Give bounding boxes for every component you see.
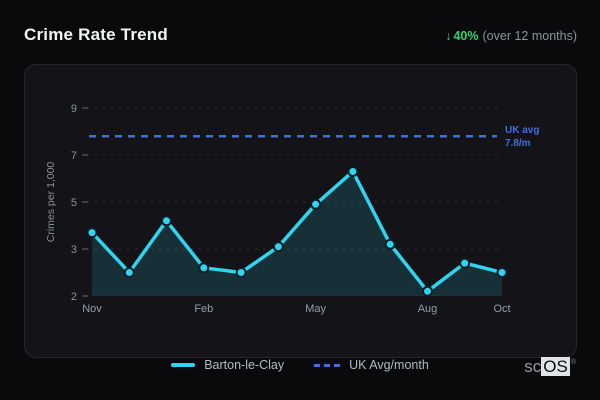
data-point-Apr [272,241,284,253]
page-title: Crime Rate Trend [24,25,168,44]
y-tick-label: 7 [71,150,77,162]
uk-avg-annotation-line2: 7.8/m [505,138,531,149]
data-point-Mar [235,267,247,278]
chart-legend: Barton-le-Clay UK Avg/month [0,358,600,372]
scos-logo: sc OS ® [524,357,576,380]
data-point-Aug [422,285,433,297]
data-point-Sep [459,257,471,269]
data-point-Dec [123,267,135,278]
data-point-Jan [161,215,172,227]
x-tick-label-May: May [305,303,326,315]
registered-mark-icon: ® [570,359,576,366]
y-tick-label: 2 [71,291,77,303]
y-tick-label: 9 [71,103,77,115]
y-axis-label: Crimes per 1,000 [45,162,57,243]
legend-dashed-line-swatch-icon [314,363,341,367]
legend-label-uk-avg: UK Avg/month [349,358,429,372]
data-point-May [310,198,322,210]
x-tick-label-Nov: Nov [82,303,102,315]
logo-suffix: OS [541,357,570,376]
legend-item-uk-avg[interactable]: UK Avg/month [314,358,429,372]
trend-down-icon: ↓ [445,29,452,43]
x-tick-label-Oct: Oct [493,303,510,315]
trend-percent: 40% [453,29,479,43]
y-tick-label: 3 [71,244,77,256]
data-point-Jun [347,166,359,177]
data-point-Nov [86,227,98,239]
uk-avg-annotation-line1: UK avg [505,125,539,136]
legend-label-barton-le-clay: Barton-le-Clay [204,358,285,372]
legend-solid-line-swatch-icon [171,363,196,367]
series-area-fill [92,171,502,296]
data-point-Oct [496,267,508,278]
trend-caption: (over 12 months) [482,29,577,43]
logo-prefix: sc [524,357,542,376]
data-point-Jul [384,238,396,250]
legend-item-barton-le-clay[interactable]: Barton-le-Clay [171,358,284,372]
crime-trend-chart: 9 7 5 3 2 Crimes per 1,000 UK avg 7.8/m Nov Feb Ma… [45,103,539,315]
x-tick-label-Feb: Feb [194,303,213,315]
x-tick-label-Aug: Aug [418,303,438,315]
trend-indicator: ↓ 40% (over 12 months) [445,29,577,43]
data-point-Feb [198,262,210,274]
series-line [90,169,504,294]
chart-card: 9 7 5 3 2 Crimes per 1,000 UK avg 7.8/m Nov Feb Ma… [24,64,577,358]
y-tick-label: 5 [71,197,77,209]
